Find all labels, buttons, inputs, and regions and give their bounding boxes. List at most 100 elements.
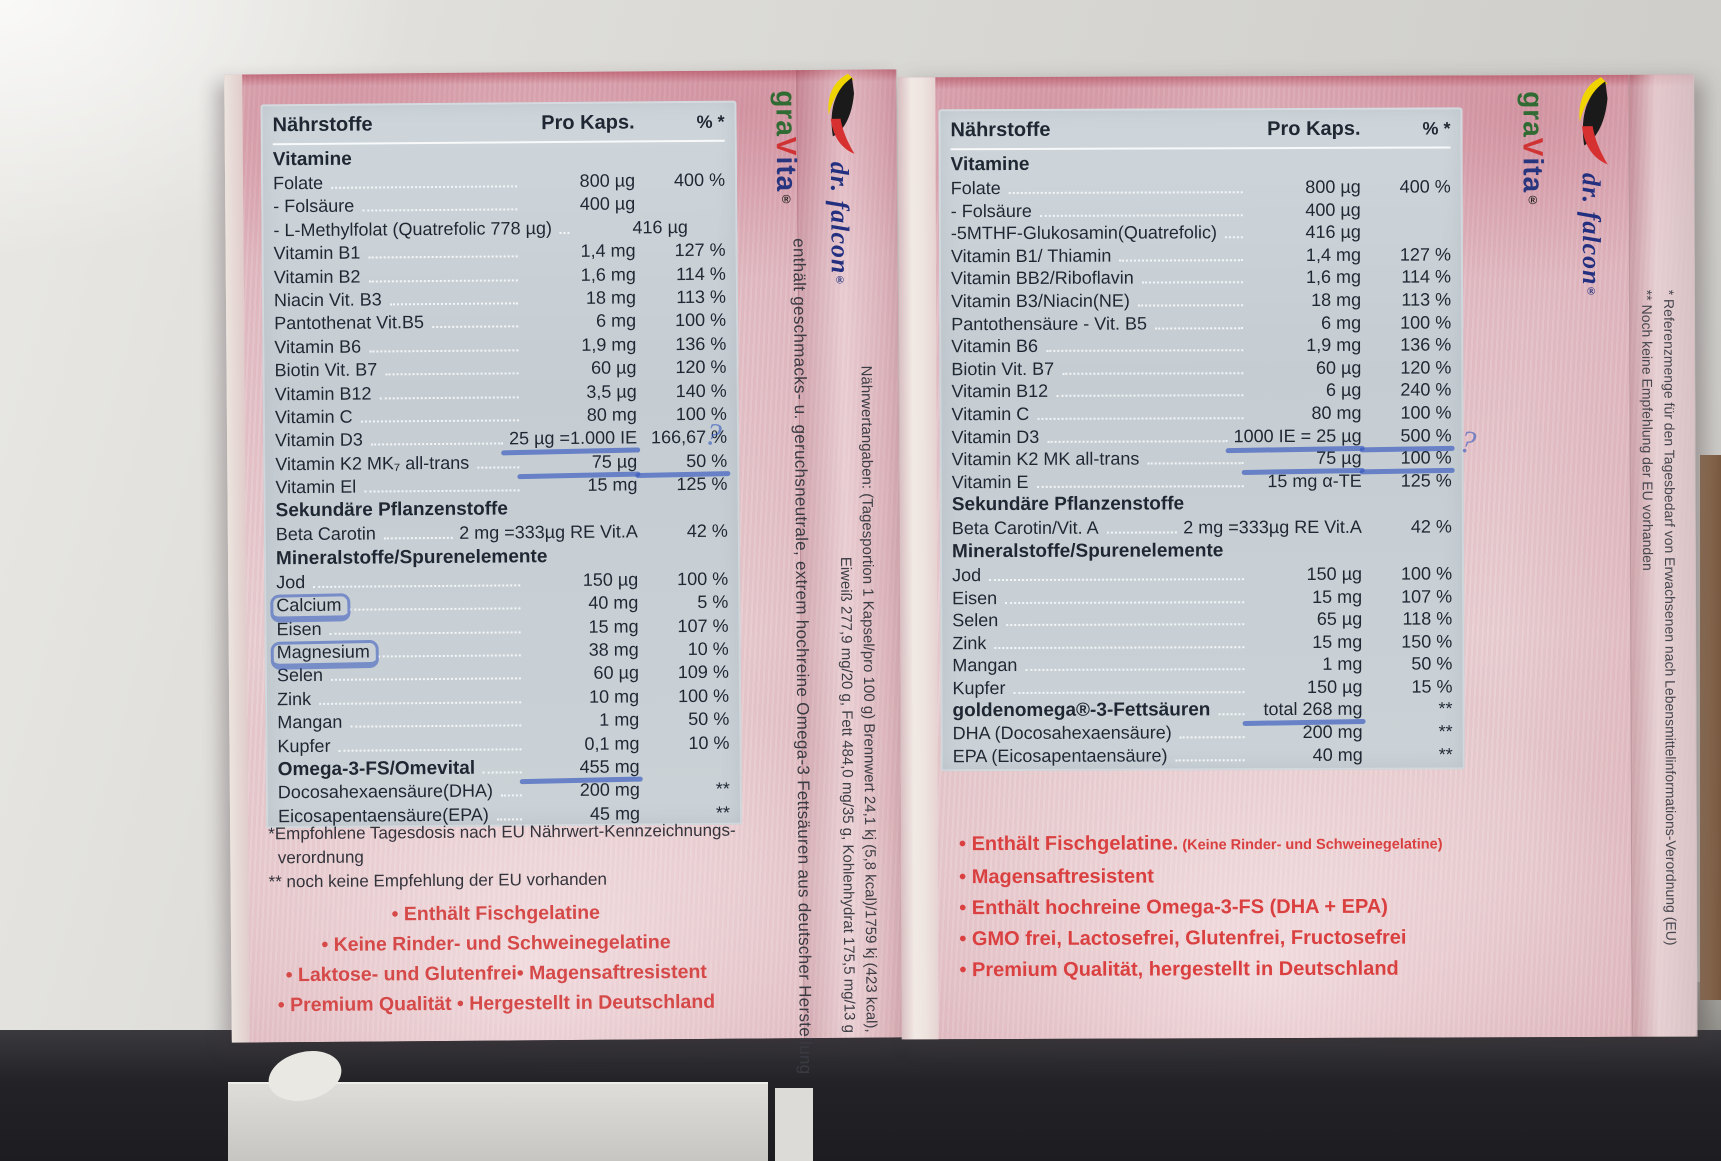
dotted-leader xyxy=(369,349,519,353)
table-row: - L-Methylfolat (Quatrefolic 778 µg) 416 … xyxy=(273,217,725,244)
dotted-leader xyxy=(1106,531,1178,534)
table-row: Jod 150 µg 100 % xyxy=(276,569,728,596)
table-row: Vitamin B12 3,5 µg 140 % xyxy=(275,380,727,407)
table-body: Vitamine Folate 800 µg 400 % - Folsäure 400 µ… xyxy=(273,146,730,830)
nutrient-value: total 268 mg xyxy=(1250,699,1362,720)
dotted-leader xyxy=(385,372,519,376)
dotted-leader xyxy=(1006,623,1245,627)
dr-falcon-name: dr. falcon xyxy=(1576,172,1607,286)
nutrient-percent: 100 % xyxy=(1368,448,1452,469)
nutrition-table-left: Nährstoffe Pro Kaps. % * Vitamine Folate 8… xyxy=(260,100,743,830)
dotted-leader xyxy=(1062,371,1244,375)
nutrient-label: Vitamin B2 xyxy=(273,266,361,287)
nutrient-value: 455 mg xyxy=(528,756,640,778)
nutrient-value: 800 µg xyxy=(579,170,636,191)
nutrient-value: 1,4 mg xyxy=(580,240,636,262)
nutrient-value: 75 µg xyxy=(525,451,638,473)
nutrient-label: Beta Carotin xyxy=(275,523,376,545)
table-row: Biotin Vit. B7 60 µg 120 % xyxy=(951,357,1451,381)
claim-line: • Laktose- und Glutenfrei• Magensaftresi… xyxy=(285,960,707,987)
nutrient-percent: 42 % xyxy=(686,521,728,542)
table-row: Biotin Vit. B7 60 µg 120 % xyxy=(274,357,726,384)
table-row: -5MTHF-Glukosamin(Quatrefolic) 416 µg xyxy=(951,222,1451,246)
dotted-leader xyxy=(1224,236,1243,239)
nutrient-percent: 127 % xyxy=(1399,244,1451,265)
nutrient-value: 6 µg xyxy=(1325,380,1362,401)
right-supplement-box: Nährstoffe Pro Kaps. % * Vitamine Folate 8… xyxy=(898,74,1698,1040)
nutrient-percent: 240 % xyxy=(1400,379,1452,400)
table-section-header: Mineralstoffe/Spurenelemente xyxy=(951,540,1224,563)
table-row: Kupfer 0,1 mg 10 % xyxy=(277,732,729,759)
nutrient-percent: 50 % xyxy=(1411,653,1453,674)
nutrient-percent: 113 % xyxy=(1401,289,1452,310)
dotted-leader xyxy=(1047,439,1228,443)
nutrient-percent: 120 % xyxy=(1400,357,1452,378)
nutrient-percent: ** xyxy=(1438,744,1453,765)
dotted-leader xyxy=(1039,213,1243,217)
dotted-leader xyxy=(319,701,522,705)
dotted-leader xyxy=(477,466,520,469)
nutrient-percent: 10 % xyxy=(688,732,730,753)
nutrient-label: Zink xyxy=(952,632,987,653)
table-row: Niacin Vit. B3 18 mg 113 % xyxy=(274,287,726,314)
nutrient-label: Kupfer xyxy=(952,677,1006,699)
nutrient-label: goldenomega®-3-Fettsäuren xyxy=(952,699,1211,722)
claim-line: • Premium Qualität • Hergestellt in Deut… xyxy=(277,990,716,1017)
nutrient-percent: 42 % xyxy=(1410,516,1452,537)
nutrient-label: Selen xyxy=(952,610,999,631)
nutrient-value: 40 mg xyxy=(1312,744,1363,765)
claim-note: (Keine Rinder- und Schweinegelatine) xyxy=(1178,836,1443,854)
claim-line: • Enthält hochreine Omega-3-FS (DHA + EP… xyxy=(959,895,1388,920)
dotted-leader xyxy=(331,677,521,682)
nutrient-percent: 10 % xyxy=(687,638,729,660)
dotted-leader xyxy=(1141,281,1244,284)
nutrient-label: Mangan xyxy=(277,711,343,733)
registered-mark: ® xyxy=(1585,285,1598,299)
dr-falcon-logo-text: dr. falcon® xyxy=(1576,173,1606,299)
dotted-leader xyxy=(368,278,518,283)
claim-line: • Enthält Fischgelatine xyxy=(391,901,601,926)
box-left-edge xyxy=(898,77,939,1040)
nutrient-value: 18 mg xyxy=(585,287,637,308)
table-section-header: Sekundäre Pflanzenstoffe xyxy=(951,493,1185,516)
nutrient-percent: 120 % xyxy=(675,356,727,378)
nutrient-value: 65 µg xyxy=(1316,608,1363,630)
falcon-swoosh-icon xyxy=(1579,77,1608,165)
nutrient-percent: 114 % xyxy=(676,263,726,284)
nutrient-value: 3,5 µg xyxy=(586,380,637,402)
table-row: goldenomega®-3-Fettsäuren total 268 mg ** xyxy=(952,699,1452,723)
nutrient-percent: 400 % xyxy=(673,169,726,191)
nutrient-label: Vitamin K2 MK all-trans xyxy=(951,448,1140,470)
nutrient-label: Vitamin B12 xyxy=(274,383,372,404)
nutrient-value: 80 mg xyxy=(586,404,637,425)
table-row: Calcium 40 mg 5 % xyxy=(276,592,728,619)
nutrient-percent: 100 % xyxy=(1400,402,1452,423)
header-per-capsule: Pro Kaps. xyxy=(1267,117,1361,141)
table-row: Eisen 15 mg 107 % xyxy=(952,586,1452,610)
dotted-leader xyxy=(329,630,521,635)
nutrient-label: Vitamin BB2/Riboflavin xyxy=(950,267,1134,289)
footnote-line: *Empfohlene Tagesdosis nach EU Nährwert-… xyxy=(268,820,736,844)
nutrient-label: -5MTHF-Glukosamin(Quatrefolic) xyxy=(950,222,1217,244)
nutrient-percent: 400 % xyxy=(1399,176,1451,197)
nutrient-label: Mangan xyxy=(952,655,1018,676)
nutrient-percent: 50 % xyxy=(643,450,727,472)
table-section-header: Mineralstoffe/Spurenelemente xyxy=(275,545,548,570)
nutrient-value: 416 µg xyxy=(632,216,688,238)
nutrient-value: 150 µg xyxy=(1306,563,1363,584)
dotted-leader xyxy=(379,395,519,399)
dotted-leader xyxy=(500,794,522,797)
nutrient-label: Kupfer xyxy=(277,735,331,756)
nutrient-label: Calcium xyxy=(276,595,342,616)
table-row: - Folsäure 400 µg xyxy=(273,193,725,220)
nutrient-label: Vitamin B1 xyxy=(273,242,361,264)
table-row: Vitamin BB2/Riboflavin 1,6 mg 114 % xyxy=(951,267,1451,291)
nutrient-percent xyxy=(646,772,730,773)
nutrient-label: Biotin Vit. B7 xyxy=(951,358,1055,379)
nutrient-label: Pantothenat Vit.B5 xyxy=(274,312,425,334)
nutrient-label: Jod xyxy=(276,571,306,593)
footnote-line: verordnung xyxy=(268,847,364,868)
nutrient-value: 75 µg xyxy=(1250,448,1362,469)
claim-line: • Magensaftresistent xyxy=(959,865,1154,889)
table-row: Folate 800 µg 400 % xyxy=(273,170,725,197)
